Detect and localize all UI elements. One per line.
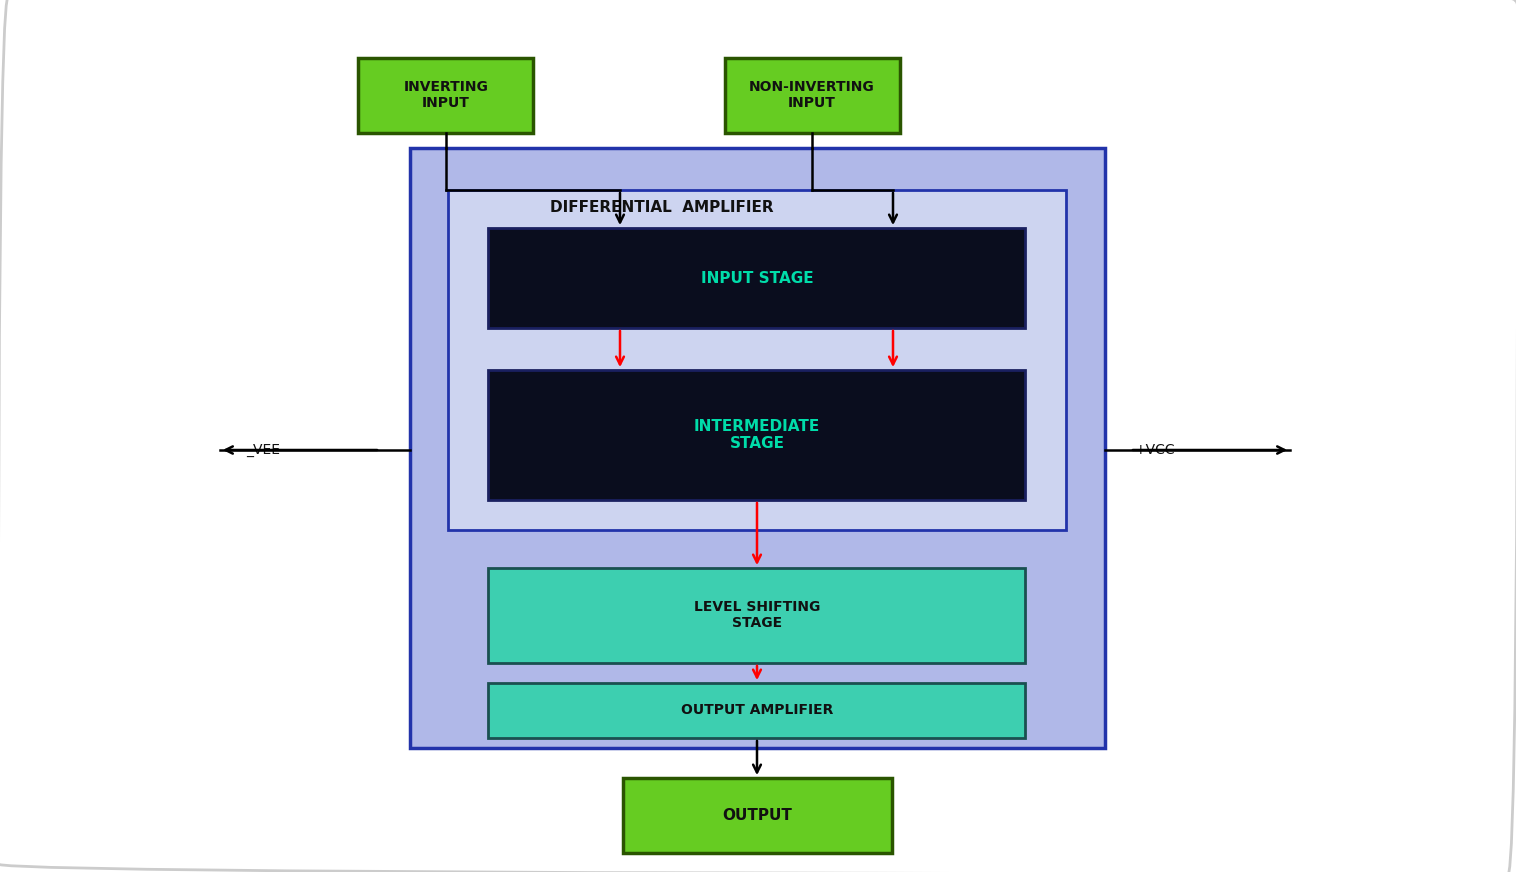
- Bar: [488, 228, 1025, 328]
- Text: LEVEL SHIFTING
STAGE: LEVEL SHIFTING STAGE: [694, 600, 820, 630]
- Bar: [488, 683, 1025, 738]
- Text: +VCC: +VCC: [1135, 443, 1175, 457]
- Text: NON-INVERTING
INPUT: NON-INVERTING INPUT: [749, 80, 875, 110]
- Bar: [449, 190, 1066, 530]
- Bar: [358, 58, 534, 133]
- Text: INPUT STAGE: INPUT STAGE: [700, 270, 813, 285]
- Bar: [725, 58, 901, 133]
- Bar: [488, 568, 1025, 663]
- Bar: [488, 370, 1025, 500]
- Text: INTERMEDIATE
STAGE: INTERMEDIATE STAGE: [694, 419, 820, 451]
- Text: OUTPUT: OUTPUT: [722, 807, 791, 822]
- Text: INVERTING
INPUT: INVERTING INPUT: [403, 80, 488, 110]
- Text: DIFFERENTIAL  AMPLIFIER: DIFFERENTIAL AMPLIFIER: [550, 200, 773, 215]
- Bar: [409, 148, 1105, 748]
- Text: OUTPUT AMPLIFIER: OUTPUT AMPLIFIER: [681, 703, 834, 717]
- Bar: [623, 778, 891, 853]
- Text: _VEE: _VEE: [246, 443, 280, 457]
